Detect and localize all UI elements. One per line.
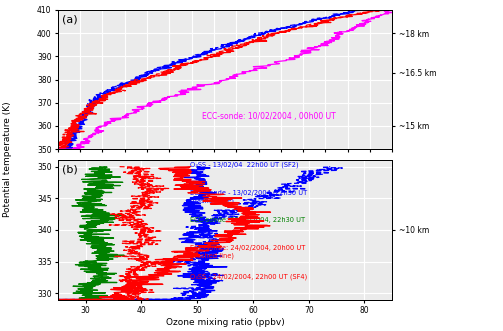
Text: Potential temperature (K): Potential temperature (K) [3,101,12,217]
Text: (b): (b) [62,165,78,174]
X-axis label: Ozone mixing ratio (ppbv): Ozone mixing ratio (ppbv) [165,317,285,327]
Text: O₃SS - 13/02/04  22h00 UT (SF2): O₃SS - 13/02/04 22h00 UT (SF2) [190,162,299,168]
Text: O₃SS - 24/02/2004, 22h00 UT (SF4): O₃SS - 24/02/2004, 22h00 UT (SF4) [190,273,307,280]
Text: (a): (a) [62,14,78,24]
Text: ECC-sonde: 23/02/2004, 22h30 UT: ECC-sonde: 23/02/2004, 22h30 UT [190,217,305,223]
Text: ECC-sonde: 10/02/2004 , 00h00 UT: ECC-sonde: 10/02/2004 , 00h00 UT [202,112,336,120]
Text: ECC-sonde - 13/02/2004, 22h30 UT
(dashed line): ECC-sonde - 13/02/2004, 22h30 UT (dashed… [190,190,307,204]
Text: ECC-sonde: 24/02/2004, 20h00 UT
(dashed line): ECC-sonde: 24/02/2004, 20h00 UT (dashed … [190,245,305,259]
